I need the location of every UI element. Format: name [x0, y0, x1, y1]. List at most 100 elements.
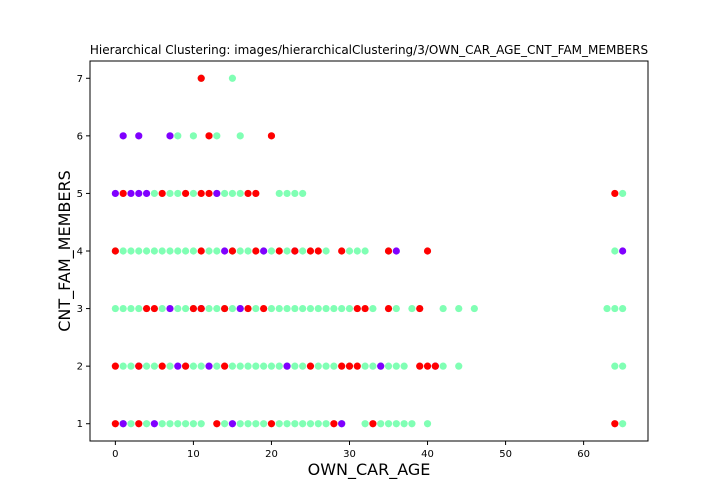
cluster-red-point — [431, 362, 439, 370]
y-tick-label: 6 — [77, 131, 83, 142]
cluster-green-point — [439, 362, 447, 370]
cluster-red-point — [353, 304, 361, 313]
cluster-green-point — [174, 420, 182, 428]
cluster-green-point — [283, 420, 291, 428]
cluster-red-point — [384, 304, 393, 313]
cluster-green-point — [221, 420, 229, 428]
cluster-red-point — [611, 420, 619, 428]
cluster-green-point — [221, 189, 229, 198]
cluster-green-point — [244, 247, 252, 255]
cluster-green-point — [353, 247, 361, 255]
cluster-green-point — [127, 362, 135, 370]
x-tick-label: 30 — [343, 449, 356, 460]
x-tick-label: 20 — [265, 449, 278, 460]
cluster-purple-point — [119, 420, 127, 428]
cluster-green-point — [166, 189, 174, 198]
cluster-purple-point — [127, 189, 135, 198]
cluster-green-point — [283, 189, 291, 198]
cluster-red-point — [291, 247, 299, 255]
cluster-red-point — [205, 132, 213, 140]
cluster-red-point — [306, 247, 315, 255]
plot-area — [90, 61, 648, 441]
cluster-red-point — [142, 304, 151, 313]
x-tick-label: 50 — [499, 449, 512, 460]
cluster-red-point — [267, 132, 276, 140]
cluster-green-point — [392, 420, 400, 428]
cluster-green-point — [267, 304, 276, 313]
cluster-green-point — [299, 247, 307, 255]
y-axis: 1 2 3 4 5 6 7 — [77, 74, 90, 430]
cluster-green-point — [135, 247, 143, 255]
cluster-green-point — [400, 362, 408, 370]
cluster-green-point — [228, 189, 237, 198]
y-tick-label: 4 — [77, 247, 83, 258]
cluster-red-point — [182, 189, 190, 198]
cluster-green-point — [291, 189, 299, 198]
cluster-green-point — [361, 420, 369, 428]
y-tick-label: 7 — [77, 74, 83, 85]
cluster-green-point — [197, 420, 205, 428]
cluster-red-point — [119, 189, 127, 198]
cluster-green-point — [619, 362, 627, 370]
cluster-red-point — [228, 247, 237, 255]
cluster-red-point — [423, 247, 432, 255]
cluster-red-point — [111, 247, 119, 255]
cluster-green-point — [213, 132, 221, 140]
cluster-green-point — [322, 247, 330, 255]
cluster-purple-point — [377, 362, 385, 370]
cluster-green-point — [119, 362, 127, 370]
cluster-red-point — [252, 247, 260, 255]
cluster-green-point — [330, 362, 338, 370]
cluster-green-point — [455, 362, 463, 370]
cluster-purple-point — [221, 247, 229, 255]
cluster-green-point — [338, 304, 346, 313]
cluster-green-point — [205, 304, 213, 313]
cluster-green-point — [189, 362, 198, 370]
cluster-green-point — [142, 247, 151, 255]
cluster-purple-point — [213, 189, 221, 198]
cluster-green-point — [291, 304, 299, 313]
cluster-green-point — [283, 304, 291, 313]
cluster-purple-point — [338, 420, 346, 428]
cluster-red-point — [330, 420, 338, 428]
cluster-purple-point — [142, 189, 151, 198]
cluster-green-point — [166, 420, 174, 428]
cluster-purple-point — [619, 247, 627, 255]
x-axis-label: OWN_CAR_AGE — [308, 460, 431, 480]
cluster-red-point — [267, 420, 276, 428]
cluster-green-point — [283, 247, 291, 255]
cluster-green-point — [611, 362, 619, 370]
cluster-purple-point — [205, 362, 213, 370]
cluster-green-point — [111, 304, 119, 313]
cluster-green-point — [299, 189, 307, 198]
cluster-green-point — [236, 420, 244, 428]
x-tick-label: 60 — [577, 449, 590, 460]
cluster-green-point — [619, 304, 627, 313]
cluster-red-point — [158, 189, 166, 198]
cluster-green-point — [252, 362, 260, 370]
cluster-green-point — [330, 304, 338, 313]
cluster-red-point — [213, 420, 221, 428]
cluster-red-point — [423, 362, 432, 370]
cluster-green-point — [275, 189, 283, 198]
cluster-red-point — [135, 362, 143, 370]
cluster-green-point — [228, 304, 237, 313]
cluster-green-point — [267, 247, 276, 255]
cluster-green-point — [384, 362, 393, 370]
cluster-green-point — [384, 420, 393, 428]
cluster-red-point — [314, 247, 322, 255]
cluster-green-point — [361, 362, 369, 370]
cluster-green-point — [275, 304, 283, 313]
cluster-green-point — [213, 304, 221, 313]
cluster-green-point — [275, 362, 283, 370]
cluster-red-point — [182, 362, 190, 370]
cluster-red-point — [252, 189, 260, 198]
cluster-green-point — [369, 304, 377, 313]
cluster-green-point — [174, 189, 182, 198]
cluster-green-point — [182, 304, 190, 313]
cluster-red-point — [306, 362, 315, 370]
cluster-green-point — [299, 304, 307, 313]
cluster-green-point — [244, 362, 252, 370]
y-tick-label: 1 — [77, 419, 83, 430]
